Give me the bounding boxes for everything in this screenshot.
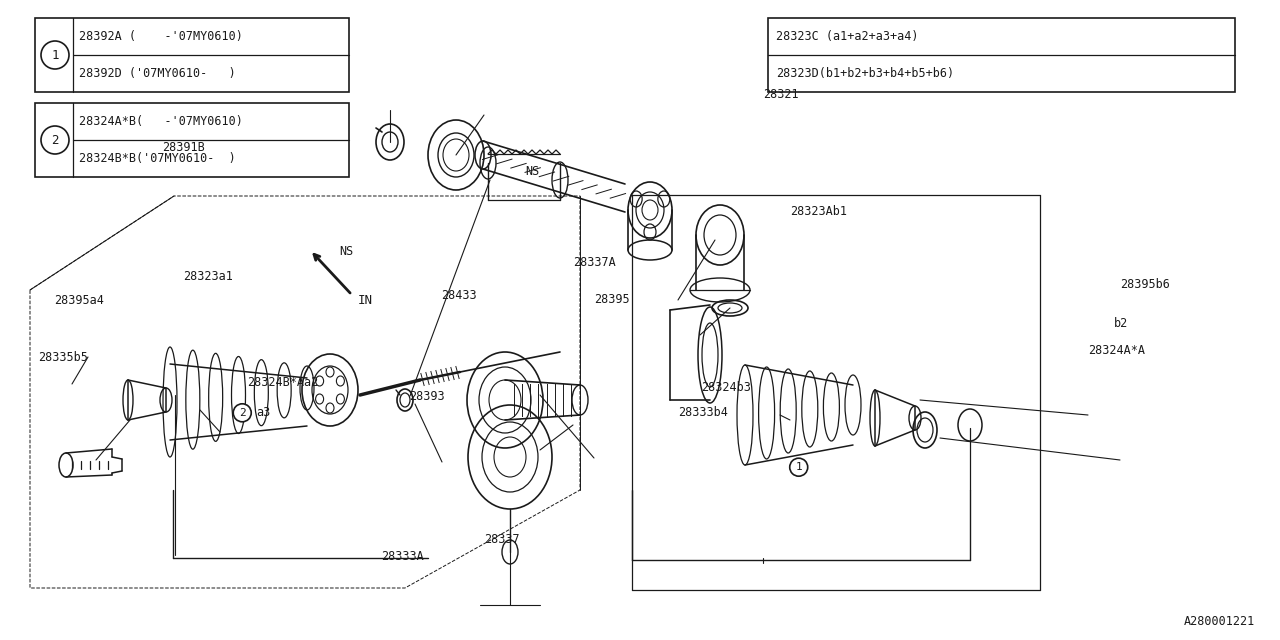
Text: 28324A*B(   -'07MY0610): 28324A*B( -'07MY0610) xyxy=(79,115,243,127)
Text: 2: 2 xyxy=(239,408,246,418)
Circle shape xyxy=(41,126,69,154)
Bar xyxy=(35,103,349,177)
Text: 28324b3: 28324b3 xyxy=(701,381,751,394)
Text: 28333A: 28333A xyxy=(381,550,424,563)
Text: 28323C (a1+a2+a3+a4): 28323C (a1+a2+a3+a4) xyxy=(776,29,919,42)
Text: IN: IN xyxy=(358,294,372,307)
Text: A280001221: A280001221 xyxy=(1184,615,1254,628)
Text: 28393: 28393 xyxy=(410,390,445,403)
Circle shape xyxy=(41,41,69,69)
Text: 28337A: 28337A xyxy=(573,256,616,269)
Text: 28324A*A: 28324A*A xyxy=(1088,344,1146,357)
Text: 1: 1 xyxy=(51,49,59,61)
Circle shape xyxy=(790,458,808,476)
Text: a3: a3 xyxy=(256,406,270,419)
Text: 28392D ('07MY0610-   ): 28392D ('07MY0610- ) xyxy=(79,67,236,79)
Text: 28324B*B('07MY0610-  ): 28324B*B('07MY0610- ) xyxy=(79,152,236,164)
Text: 28337: 28337 xyxy=(484,533,520,546)
Circle shape xyxy=(233,404,251,422)
Text: 28321: 28321 xyxy=(763,88,799,101)
Text: NS: NS xyxy=(339,245,353,258)
Text: 28323Ab1: 28323Ab1 xyxy=(790,205,847,218)
Text: 28391B: 28391B xyxy=(163,141,205,154)
Text: 28323a1: 28323a1 xyxy=(183,270,233,283)
Text: 28392A (    -'07MY0610): 28392A ( -'07MY0610) xyxy=(79,29,243,42)
Text: 28433: 28433 xyxy=(442,289,477,302)
Text: 28395: 28395 xyxy=(594,293,630,306)
Text: NS: NS xyxy=(525,165,539,178)
Text: 28395b6: 28395b6 xyxy=(1120,278,1170,291)
Bar xyxy=(768,18,1235,92)
Text: 28335b5: 28335b5 xyxy=(38,351,88,364)
Text: 28324B*Aa2: 28324B*Aa2 xyxy=(247,376,319,388)
Text: 28333b4: 28333b4 xyxy=(678,406,728,419)
Text: 1: 1 xyxy=(795,462,803,472)
Text: 2: 2 xyxy=(51,134,59,147)
Text: 28395a4: 28395a4 xyxy=(54,294,104,307)
Bar xyxy=(35,18,349,92)
Text: 28323D(b1+b2+b3+b4+b5+b6): 28323D(b1+b2+b3+b4+b5+b6) xyxy=(776,67,954,79)
Text: b2: b2 xyxy=(1114,317,1128,330)
